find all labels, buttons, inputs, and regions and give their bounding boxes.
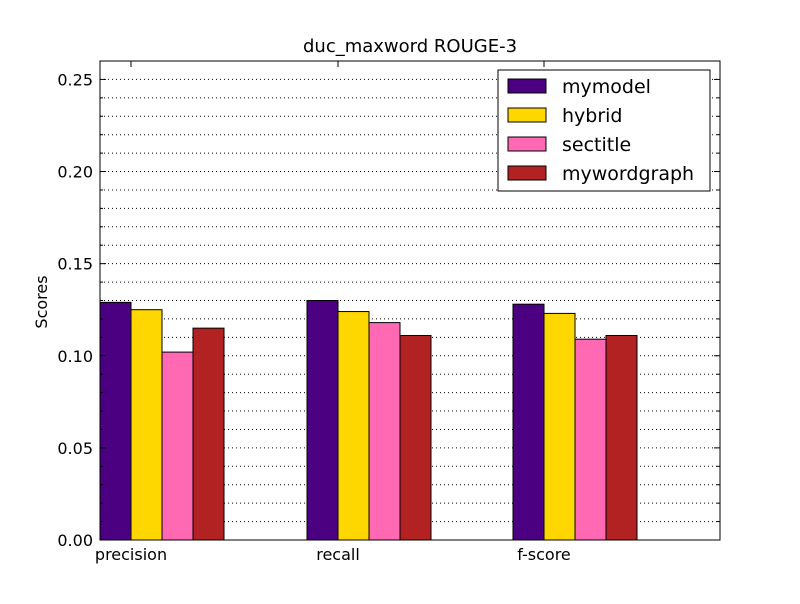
- bar-hybrid-f-score: [543, 312, 576, 541]
- bar-sectitle-precision: [161, 351, 194, 541]
- bar-mywordgraph-precision: [192, 327, 225, 541]
- legend-label-mywordgraph: mywordgraph: [562, 163, 694, 185]
- y-tick-label: 0.20: [57, 163, 93, 182]
- y-tick-label: 0.10: [57, 347, 93, 366]
- x-tick-label: precision: [95, 545, 167, 564]
- legend-swatch-mymodel: [507, 78, 547, 94]
- x-tick-label: f-score: [517, 545, 571, 564]
- axes: 0.00 0.05 0.10 0.15 0.20 0.25 precision recall f…: [57, 60, 720, 564]
- y-tick-label: 0.25: [57, 70, 93, 89]
- legend-label-sectitle: sectitle: [562, 134, 631, 156]
- chart-title: duc_maxword ROUGE-3: [303, 36, 517, 57]
- bar-mywordgraph-recall: [399, 335, 432, 541]
- bar-sectitle-recall: [368, 322, 401, 541]
- bar-mymodel-f-score: [512, 303, 545, 541]
- y-tick-label: 0.05: [57, 439, 93, 458]
- legend: mymodel hybrid sectitle mywordgraph: [497, 69, 711, 192]
- legend-label-hybrid: hybrid: [562, 105, 623, 127]
- legend-swatch-hybrid: [507, 107, 547, 123]
- y-tick-label: 0.15: [57, 255, 93, 274]
- y-axis-label: Scores: [32, 275, 51, 328]
- bar-mymodel-precision: [99, 301, 132, 541]
- legend-swatch-mywordgraph: [507, 165, 547, 181]
- bar-hybrid-recall: [337, 311, 370, 541]
- bars: [99, 300, 638, 541]
- bar-mywordgraph-f-score: [605, 335, 638, 541]
- y-tick-label: 0.00: [57, 531, 93, 550]
- legend-label-mymodel: mymodel: [562, 76, 651, 98]
- bar-sectitle-f-score: [574, 338, 607, 541]
- legend-swatch-sectitle: [507, 136, 547, 152]
- bar-hybrid-precision: [130, 309, 163, 541]
- x-tick-label: recall: [316, 545, 360, 564]
- bar-mymodel-recall: [306, 300, 339, 541]
